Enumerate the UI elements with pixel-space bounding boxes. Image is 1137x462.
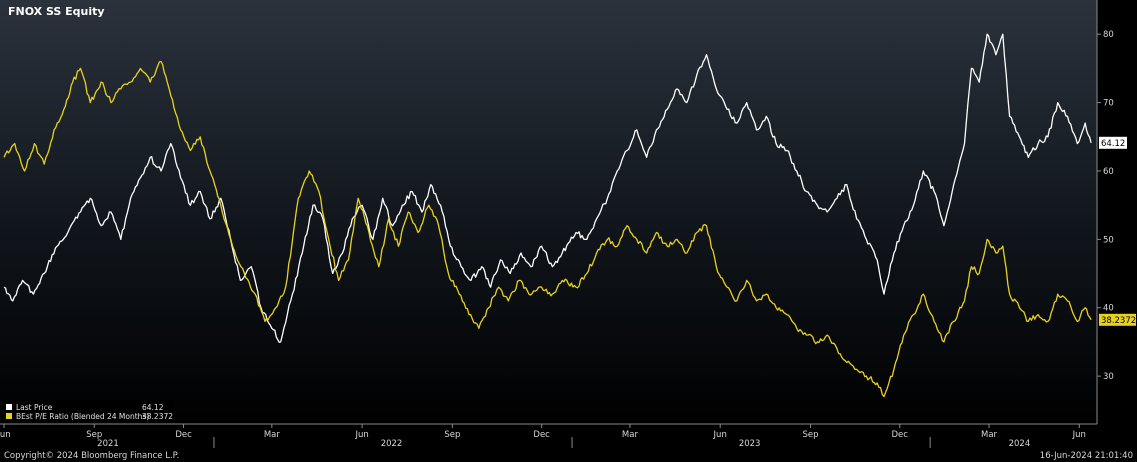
y-tick-label: 40	[1103, 304, 1114, 314]
legend-swatch-last-price	[6, 404, 12, 410]
year-label: 2022	[381, 439, 403, 449]
x-tick-label: Dec	[892, 430, 909, 440]
legend-background	[3, 400, 175, 422]
timestamp-text: 16-Jun-2024 21:01:40	[1040, 451, 1133, 461]
x-axis-ticks: Jun Sep Dec Mar Jun Sep Dec Mar Jun Sep Dec Mar Jun	[0, 424, 1086, 440]
legend-label-pe-ratio: BEst P/E Ratio (Blended 24 Months)	[16, 412, 149, 421]
year-label: 2023	[739, 439, 761, 449]
last-value-tags: 64.12 38.2372	[1099, 136, 1136, 326]
x-tick-label: Jun	[0, 430, 11, 440]
year-label: 2024	[1009, 439, 1031, 449]
last-value-tag-last-price	[1099, 136, 1127, 149]
legend-value-last-price: 64.12	[142, 403, 164, 412]
last-value-tag-pe-ratio	[1099, 313, 1136, 326]
y-axis-ticks: 30 40 50 60 70 80	[1097, 30, 1114, 382]
year-label: 2021	[97, 439, 119, 449]
axis-gutter	[1097, 0, 1137, 424]
y-tick-label: 60	[1103, 167, 1114, 177]
x-tick-label: Mar	[264, 430, 281, 440]
legend: Last Price 64.12 BEst P/E Ratio (Blended…	[3, 400, 175, 422]
legend-label-last-price: Last Price	[16, 403, 53, 412]
series-line-pe-ratio	[3, 60, 1092, 398]
y-tick-label: 50	[1103, 235, 1114, 245]
y-tick-label: 30	[1103, 372, 1114, 382]
x-tick-label: Jun	[1072, 430, 1086, 440]
last-value-label-last-price: 64.12	[1101, 139, 1125, 149]
x-tick-label: Jun	[354, 430, 368, 440]
x-tick-label: Sep	[86, 430, 102, 440]
x-tick-label: Mar	[622, 430, 639, 440]
copyright-text: Copyright© 2024 Bloomberg Finance L.P.	[4, 451, 179, 461]
year-row: 2021 2022 2023 2024	[97, 437, 1030, 449]
legend-value-pe-ratio: 38.2372	[142, 412, 173, 421]
x-tick-label: Dec	[533, 430, 550, 440]
plot-background	[0, 0, 1097, 424]
chart-title: FNOX SS Equity	[8, 5, 105, 18]
x-tick-label: Dec	[175, 430, 192, 440]
x-tick-label: Sep	[802, 430, 818, 440]
legend-swatch-pe-ratio	[6, 413, 12, 419]
y-tick-label: 80	[1103, 30, 1114, 40]
series-layer	[3, 33, 1092, 398]
x-tick-label: Mar	[981, 430, 998, 440]
y-tick-label: 70	[1103, 99, 1114, 109]
last-value-label-pe-ratio: 38.2372	[1101, 316, 1136, 326]
x-tick-label: Sep	[444, 430, 460, 440]
x-tick-label: Jun	[713, 430, 727, 440]
series-line-last-price	[3, 33, 1092, 343]
